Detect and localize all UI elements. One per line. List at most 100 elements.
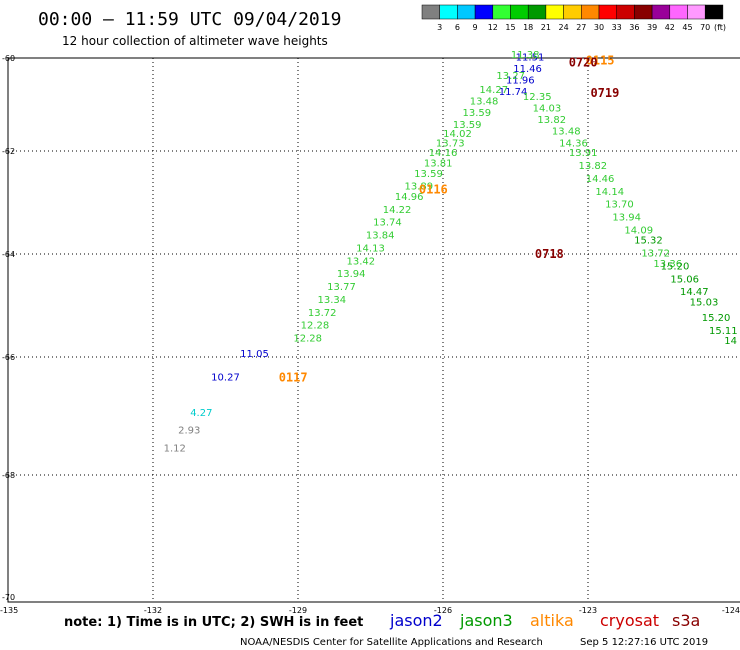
wave-height-value: 13.36 (653, 259, 682, 270)
y-tick-label: -64 (2, 250, 15, 259)
legend-label: 3 (437, 23, 442, 32)
wave-height-value: 15.06 (670, 274, 699, 285)
wave-height-value: 14.13 (356, 243, 385, 254)
chart-title: 00:00 – 11:59 UTC 09/04/2019 (38, 9, 341, 30)
legend-label: 30 (594, 23, 604, 32)
legend-swatch (581, 4, 600, 20)
wave-height-value: 12.35 (523, 92, 552, 103)
wave-height-value: 15.20 (661, 261, 690, 272)
wave-height-value: 14.14 (595, 187, 624, 198)
wave-height-value: 14.47 (680, 287, 709, 298)
wave-height-value: 14.16 (429, 148, 458, 159)
wave-height-value: 13.72 (641, 249, 670, 260)
wave-height-value: 10.27 (211, 373, 240, 384)
x-tick-label: -126 (434, 606, 452, 615)
legend-swatch (669, 4, 688, 20)
x-tick-label: -135 (0, 606, 18, 615)
satellite-legend-item: s3a (672, 611, 700, 630)
wave-height-value: 14.03 (533, 103, 562, 114)
wave-height-value: 13.77 (327, 282, 356, 293)
wave-height-value: 1.12 (164, 443, 186, 454)
legend-swatch (651, 4, 671, 20)
pass-label: 0718 (535, 247, 564, 261)
wave-height-value: 13.73 (436, 138, 465, 149)
wave-height-value: 14 (724, 336, 737, 347)
legend-swatch (474, 4, 494, 20)
pass-label: 0117 (279, 371, 308, 385)
wave-height-value: 11.46 (513, 64, 542, 75)
legend-swatch (421, 4, 440, 20)
legend-swatch (616, 4, 635, 20)
wave-height-value: 14.27 (479, 85, 508, 96)
wave-height-value: 14.22 (383, 205, 412, 216)
wave-height-value: 11.51 (516, 52, 545, 63)
wave-height-value: 11.38 (511, 50, 540, 61)
wave-height-value: 2.93 (178, 426, 200, 437)
x-tick-label: -129 (289, 606, 307, 615)
wave-height-value: 14.09 (624, 225, 653, 236)
y-tick-label: -66 (2, 353, 15, 362)
legend-label: 12 (488, 23, 498, 32)
wave-height-value: 4.27 (190, 408, 212, 419)
wave-height-value: 13.82 (537, 115, 566, 126)
wave-height-value: 11.74 (499, 87, 528, 98)
legend-label: 33 (612, 23, 622, 32)
grid-lines (8, 58, 740, 602)
wave-height-value: 15.11 (709, 326, 738, 337)
wave-height-value: 13.94 (337, 269, 366, 280)
wave-height-value: 13.48 (470, 97, 499, 108)
wave-height-value: 13.48 (552, 127, 581, 138)
pass-label: 0719 (590, 86, 619, 100)
legend-swatch (704, 4, 724, 20)
wave-height-value: 13.72 (308, 308, 337, 319)
wave-height-value: 14.02 (443, 129, 472, 140)
wave-height-value: 12.28 (293, 334, 322, 345)
wave-height-value: 13.70 (605, 200, 634, 211)
wave-height-value: 12.28 (301, 321, 330, 332)
footer-credit: NOAA/NESDIS Center for Satellite Applica… (240, 637, 543, 648)
wave-height-value: 13.34 (318, 295, 347, 306)
wave-height-value: 13.59 (453, 120, 482, 131)
footer-note: note: 1) Time is in UTC; 2) SWH is in fe… (64, 615, 363, 630)
legend-swatch (492, 4, 511, 20)
legend-label: 42 (665, 23, 675, 32)
legend-swatch (634, 4, 653, 20)
wave-height-value: 11.96 (506, 76, 535, 87)
x-tick-label: -124 (722, 606, 740, 615)
wave-height-value: 14.96 (395, 192, 424, 203)
legend-label: 6 (455, 23, 460, 32)
legend-swatch (545, 4, 564, 20)
legend-label: 24 (559, 23, 569, 32)
wave-height-value: 14.36 (559, 138, 588, 149)
satellite-legend-item: jason2 (389, 611, 443, 630)
satellite-legend-item: cryosat (600, 611, 659, 630)
legend-swatch (563, 4, 582, 20)
legend-swatch (457, 4, 476, 20)
color-scale-legend: 3 6 9 12 15 18 21 24 27 30 33 36 39 42 45 70 (421, 4, 724, 32)
x-tick-label: -123 (579, 606, 597, 615)
chart-subtitle: 12 hour collection of altimeter wave hei… (62, 34, 328, 48)
wave-height-value: 13.59 (414, 169, 443, 180)
legend-label: 36 (629, 23, 639, 32)
legend-swatch (527, 4, 547, 20)
pass-label: 0720 (569, 56, 598, 70)
satellite-legend: jason2 jason3 altika cryosat s3a (389, 611, 700, 630)
wave-height-value: 13.84 (366, 231, 395, 242)
wave-height-value: 13.94 (612, 213, 641, 224)
wave-height-value: 13.27 (496, 71, 525, 82)
footer-timestamp: Sep 5 12:27:16 UTC 2019 (580, 637, 708, 648)
legend-swatch (598, 4, 617, 20)
wave-height-value: 13.89 (405, 182, 434, 193)
wave-height-value: 13.74 (373, 218, 402, 229)
wave-height-value: 15.20 (702, 313, 731, 324)
legend-swatch (439, 4, 458, 20)
y-tick-label: -62 (2, 147, 15, 156)
legend-label: 70 (700, 23, 710, 32)
wave-height-value: 13.82 (579, 161, 608, 172)
x-tick-labels: -135 -132 -129 -126 -123 -124 (0, 606, 740, 615)
wave-height-value: 13.42 (347, 256, 376, 267)
y-tick-label: -70 (2, 593, 15, 602)
